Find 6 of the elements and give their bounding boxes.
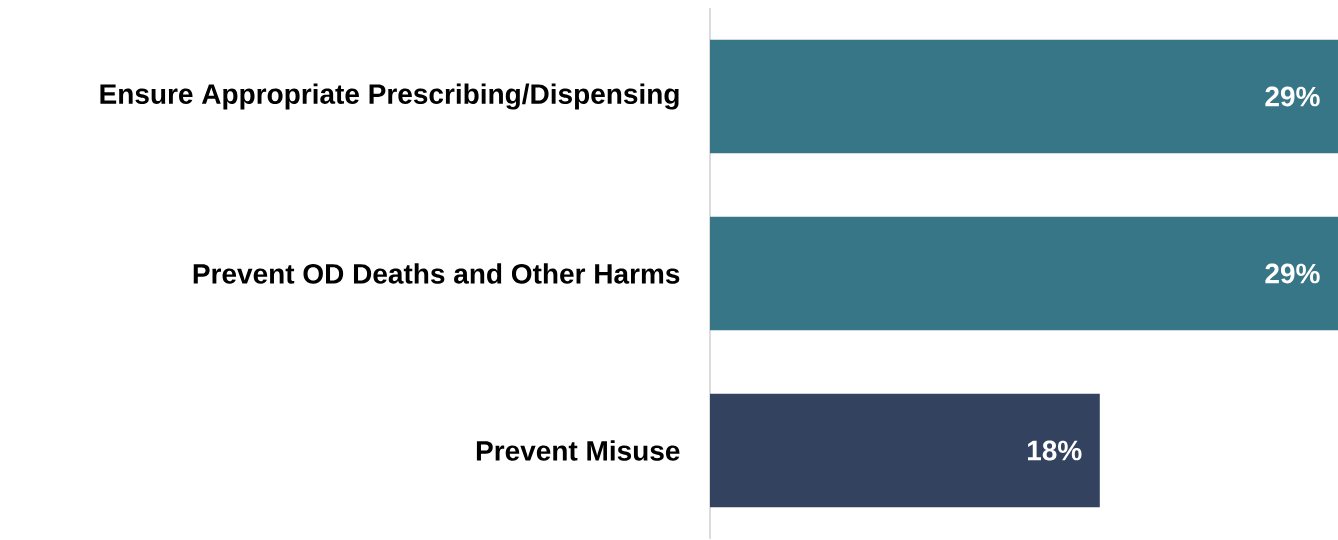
y-tick-label: Prevent OD Deaths and Other Harms [193,263,680,284]
data-label: 18% [1027,440,1082,461]
data-label: 29% [1265,86,1320,107]
y-tick-label: Prevent Misuse [476,440,680,461]
y-tick-label: Ensure Appropriate Prescribing/Dispensing [100,83,679,110]
data-label: 29% [1265,263,1320,284]
